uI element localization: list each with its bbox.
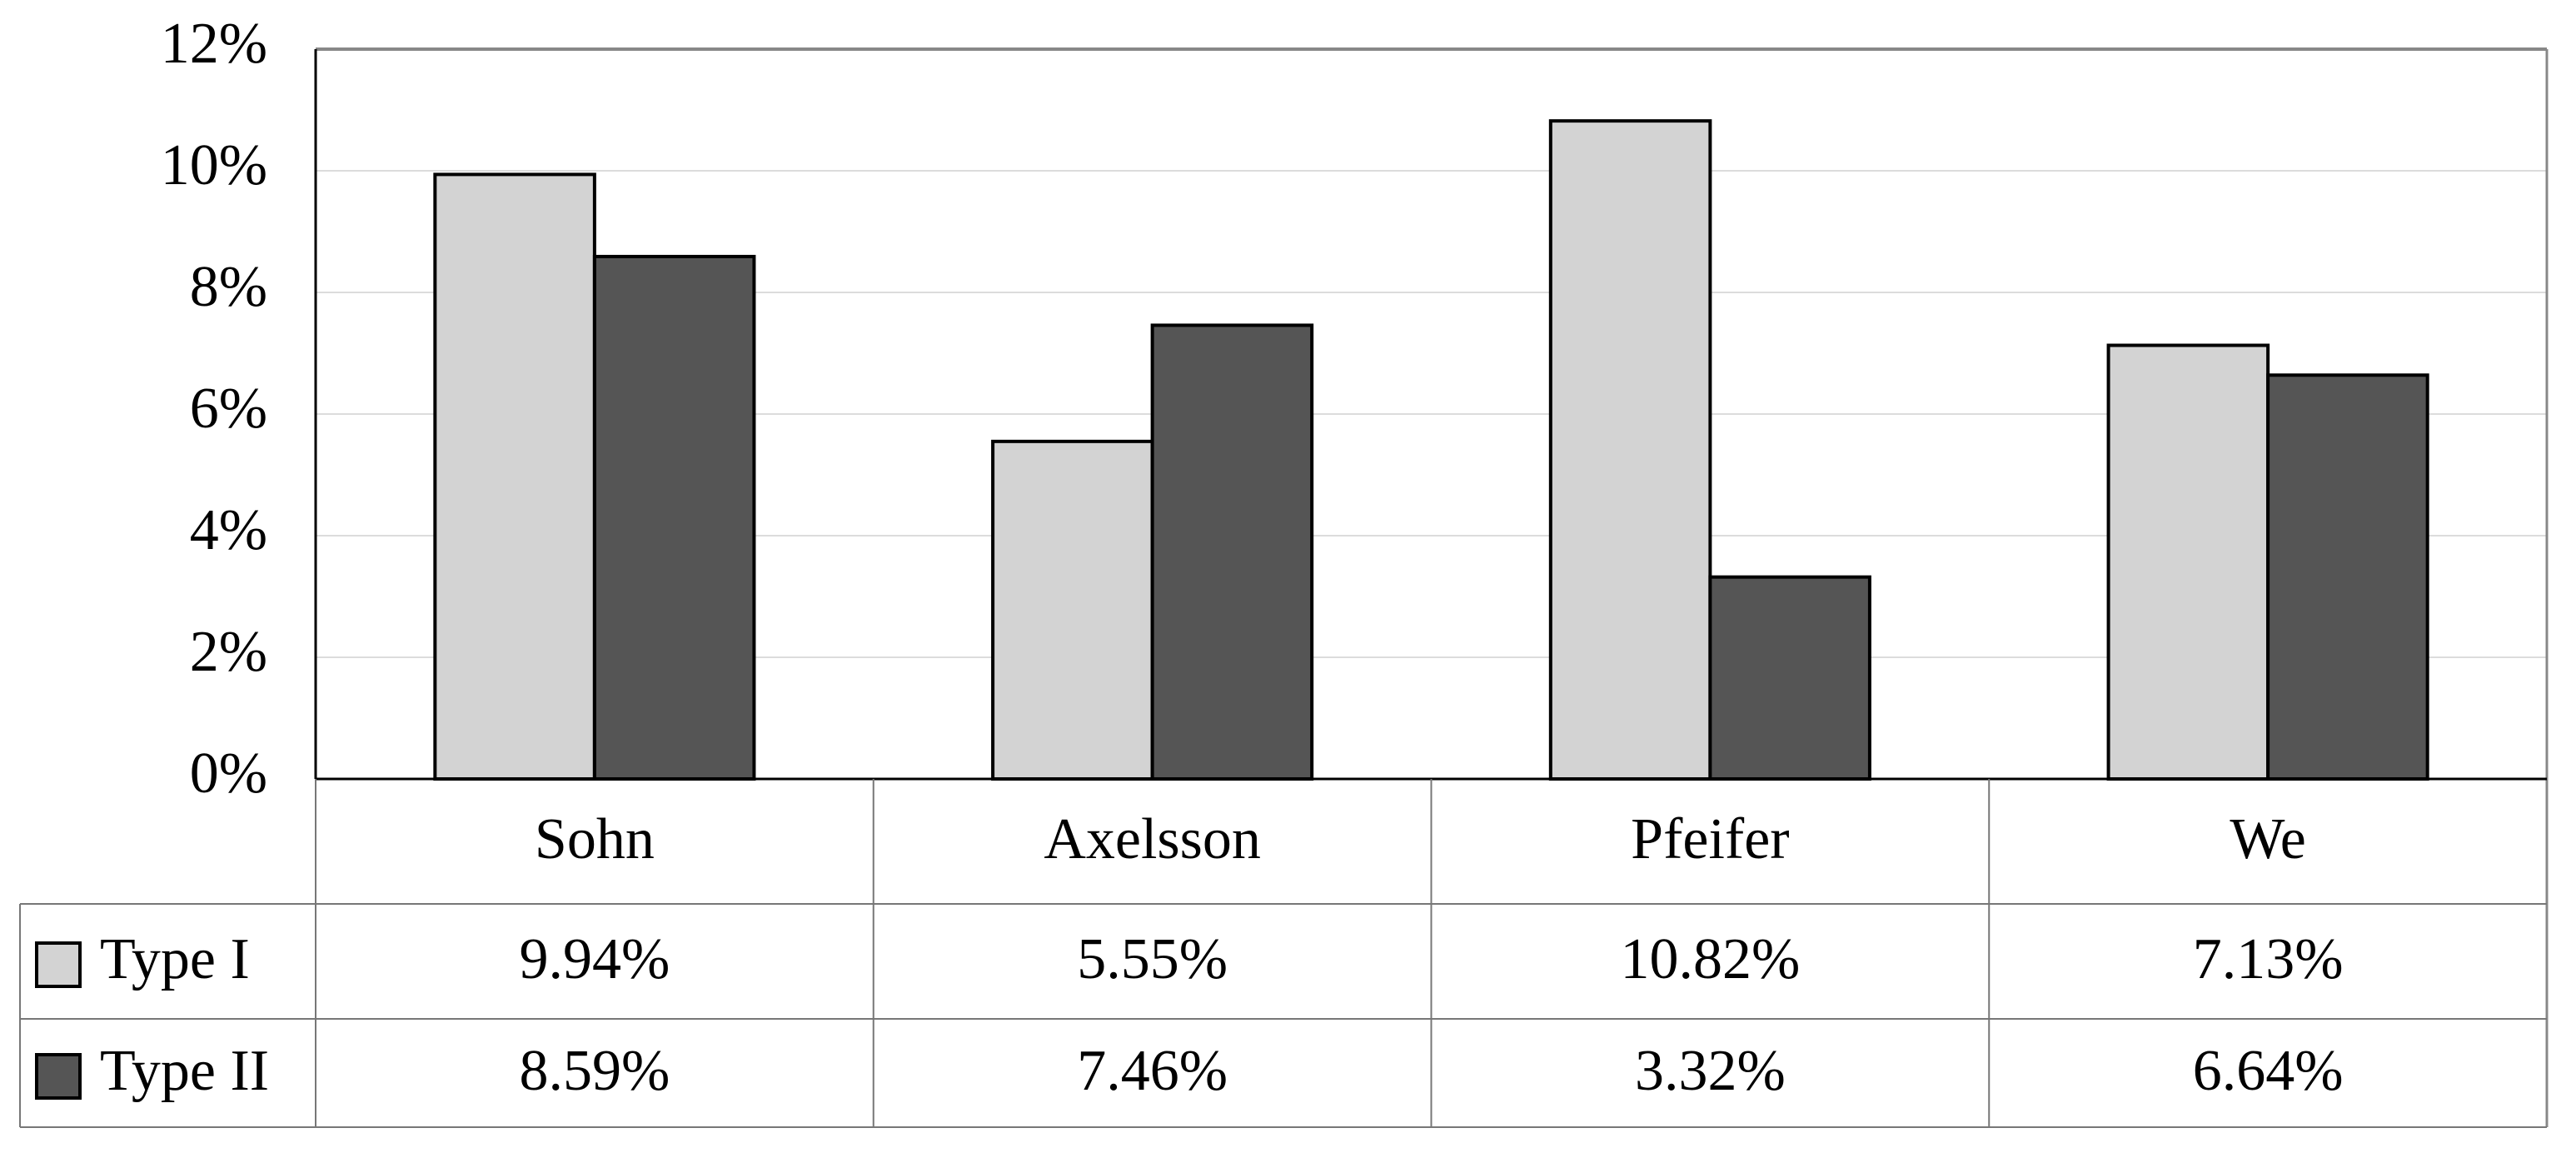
value-label: 8.59% <box>519 1039 670 1103</box>
x-tick-label: We <box>2230 807 2306 871</box>
y-tick-label: 6% <box>190 377 267 441</box>
x-tick-label: Sohn <box>535 807 655 871</box>
y-tick-label: 2% <box>190 620 267 684</box>
bar <box>1708 575 1871 781</box>
legend-label: Type II <box>100 1039 269 1103</box>
value-label: 7.13% <box>2193 927 2344 991</box>
value-label: 9.94% <box>519 927 670 991</box>
value-label: 5.55% <box>1077 927 1228 991</box>
y-tick-label: 10% <box>161 133 267 197</box>
y-tick-label: 0% <box>190 741 267 806</box>
value-label: 7.46% <box>1077 1039 1228 1103</box>
bar <box>433 172 596 781</box>
bar <box>991 439 1154 781</box>
x-tick-label: Axelsson <box>1044 807 1261 871</box>
bar <box>1548 119 1712 781</box>
y-tick-label: 12% <box>161 12 267 76</box>
bar <box>1150 323 1314 781</box>
legend-label: Type I <box>100 927 250 991</box>
value-label: 3.32% <box>1635 1039 1786 1103</box>
value-label: 6.64% <box>2193 1039 2344 1103</box>
bar <box>2266 373 2429 781</box>
bar <box>2106 343 2270 781</box>
legend-swatch <box>35 941 82 988</box>
x-tick-label: Pfeifer <box>1631 807 1789 871</box>
y-tick-label: 4% <box>190 498 267 562</box>
y-tick-label: 8% <box>190 255 267 319</box>
legend-swatch <box>35 1053 82 1100</box>
bar <box>592 254 756 781</box>
value-label: 10.82% <box>1620 927 1800 991</box>
